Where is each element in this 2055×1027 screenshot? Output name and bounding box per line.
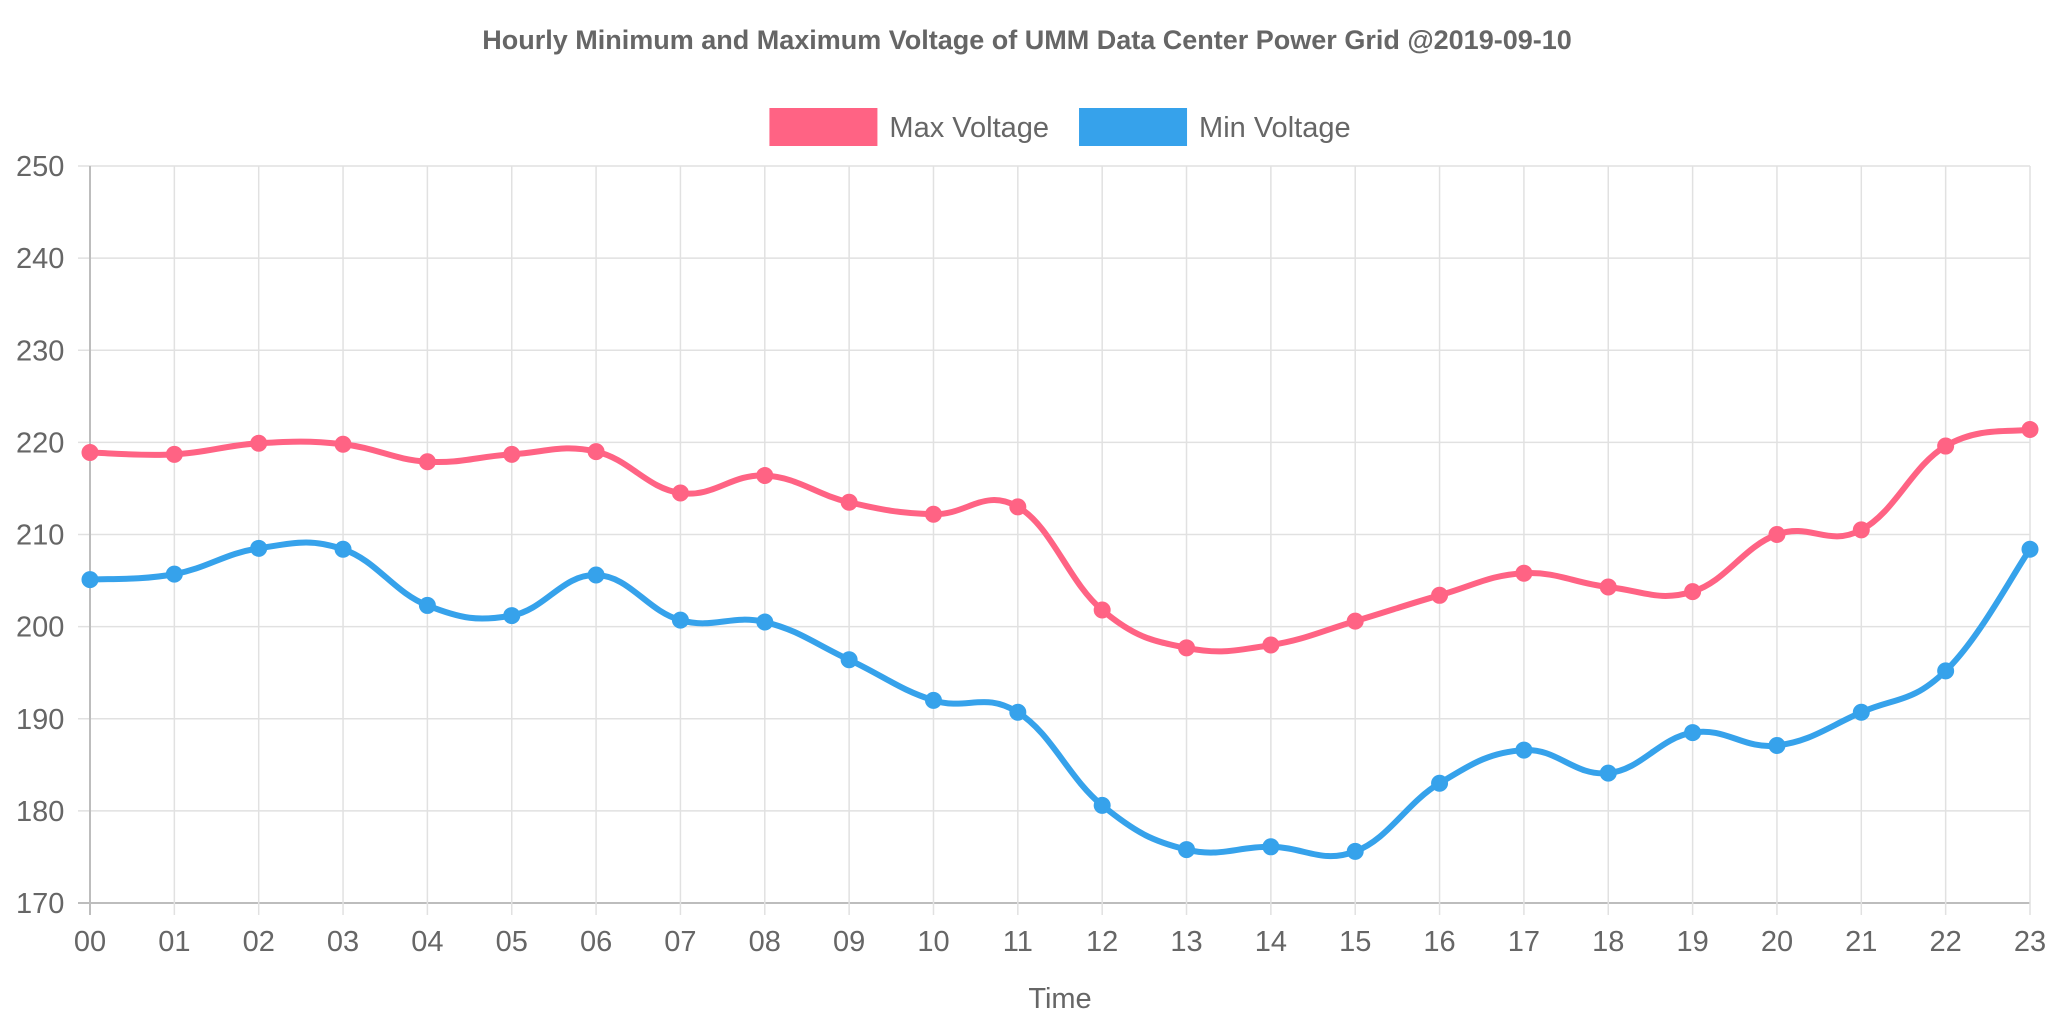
data-point-min-voltage[interactable] [1178,841,1196,859]
data-point-max-voltage[interactable] [1178,639,1196,657]
data-point-max-voltage[interactable] [1009,498,1027,516]
series-layer [81,420,2039,860]
series-line-min-voltage [87,539,2033,860]
data-point-min-voltage[interactable] [250,539,268,557]
x-tick-label: 01 [158,926,190,958]
grid [78,165,2031,915]
y-tick-label: 230 [16,335,64,367]
data-point-max-voltage[interactable] [1599,578,1617,596]
x-tick-label: 12 [1086,926,1118,958]
x-tick-label: 00 [74,926,106,958]
legend-label: Max Voltage [889,112,1049,144]
data-point-min-voltage[interactable] [2021,540,2039,558]
x-tick-label: 14 [1255,926,1287,958]
y-tick-label: 200 [16,612,64,644]
data-point-max-voltage[interactable] [1093,601,1111,619]
data-point-max-voltage[interactable] [334,435,352,453]
y-tick-label: 220 [16,427,64,459]
x-tick-label: 10 [917,926,949,958]
data-point-max-voltage[interactable] [1431,586,1449,604]
x-tick-label: 20 [1761,926,1793,958]
x-tick-label: 05 [496,926,528,958]
x-tick-label: 21 [1845,926,1877,958]
series-min-voltage [81,539,2039,860]
legend-swatch [769,108,878,146]
data-point-min-voltage[interactable] [1262,838,1280,856]
data-point-min-voltage[interactable] [671,611,689,629]
data-point-max-voltage[interactable] [165,445,183,463]
data-point-min-voltage[interactable] [1852,703,1870,721]
data-point-min-voltage[interactable] [165,565,183,583]
data-point-min-voltage[interactable] [1937,662,1955,680]
legend: Max Voltage Min Voltage [769,108,1351,146]
x-tick-label: 09 [833,926,865,958]
data-point-max-voltage[interactable] [1684,583,1702,601]
data-point-max-voltage[interactable] [756,467,774,485]
data-point-min-voltage[interactable] [418,596,436,614]
data-point-max-voltage[interactable] [1937,437,1955,455]
x-tick-label: 08 [749,926,781,958]
axes: 170 180 190 200 210 220 230 240 250 00 01 02 03 04 05 0… [16,151,2046,958]
y-tick-label: 240 [16,243,64,275]
y-tick-label: 180 [16,796,64,828]
data-point-min-voltage[interactable] [1431,774,1449,792]
x-tick-label: 17 [1508,926,1540,958]
legend-swatch [1079,108,1188,146]
x-tick-label: 13 [1170,926,1202,958]
data-point-max-voltage[interactable] [81,444,99,462]
data-point-max-voltage[interactable] [1346,612,1364,630]
y-tick-label: 210 [16,520,64,552]
series-max-voltage [81,420,2039,657]
x-tick-label: 04 [411,926,443,958]
data-point-min-voltage[interactable] [1093,796,1111,814]
x-axis-title: Time [1028,983,1091,1015]
x-tick-label: 22 [1930,926,1962,958]
data-point-min-voltage[interactable] [1515,741,1533,759]
legend-label: Min Voltage [1199,112,1351,144]
data-point-max-voltage[interactable] [503,445,521,463]
y-tick-label: 170 [16,888,64,920]
x-tick-label: 16 [1423,926,1455,958]
x-tick-label: 11 [1003,926,1033,958]
data-point-min-voltage[interactable] [1684,724,1702,742]
chart-title: Hourly Minimum and Maximum Voltage of UM… [482,25,1572,55]
x-tick-label: 06 [580,926,612,958]
data-point-max-voltage[interactable] [2021,420,2039,438]
legend-item-min-voltage[interactable]: Min Voltage [1079,108,1351,146]
data-point-min-voltage[interactable] [503,607,521,625]
data-point-min-voltage[interactable] [756,613,774,631]
y-tick-label: 190 [16,704,64,736]
data-point-max-voltage[interactable] [1515,564,1533,582]
data-point-min-voltage[interactable] [1599,764,1617,782]
series-line-max-voltage [87,426,2033,655]
data-point-min-voltage[interactable] [840,651,858,669]
x-tick-label: 18 [1592,926,1624,958]
data-point-min-voltage[interactable] [1768,736,1786,754]
data-point-min-voltage[interactable] [81,571,99,589]
data-point-min-voltage[interactable] [1009,703,1027,721]
legend-item-max-voltage[interactable]: Max Voltage [769,108,1049,146]
data-point-min-voltage[interactable] [334,540,352,558]
data-point-min-voltage[interactable] [924,691,942,709]
data-point-max-voltage[interactable] [1262,636,1280,654]
x-tick-label: 03 [327,926,359,958]
data-point-max-voltage[interactable] [1852,521,1870,539]
data-point-max-voltage[interactable] [840,493,858,511]
x-tick-label: 15 [1339,926,1371,958]
data-point-max-voltage[interactable] [1768,526,1786,543]
y-tick-label: 250 [16,151,64,183]
data-point-max-voltage[interactable] [587,443,605,461]
data-point-max-voltage[interactable] [418,453,436,471]
x-tick-label: 19 [1676,926,1708,958]
data-point-min-voltage[interactable] [1346,842,1364,860]
data-point-max-voltage[interactable] [924,505,942,523]
x-tick-label: 07 [664,926,696,958]
x-tick-label: 23 [2014,926,2046,958]
data-point-max-voltage[interactable] [671,484,689,502]
data-point-max-voltage[interactable] [250,434,268,452]
data-point-min-voltage[interactable] [587,566,605,584]
x-tick-label: 02 [243,926,275,958]
